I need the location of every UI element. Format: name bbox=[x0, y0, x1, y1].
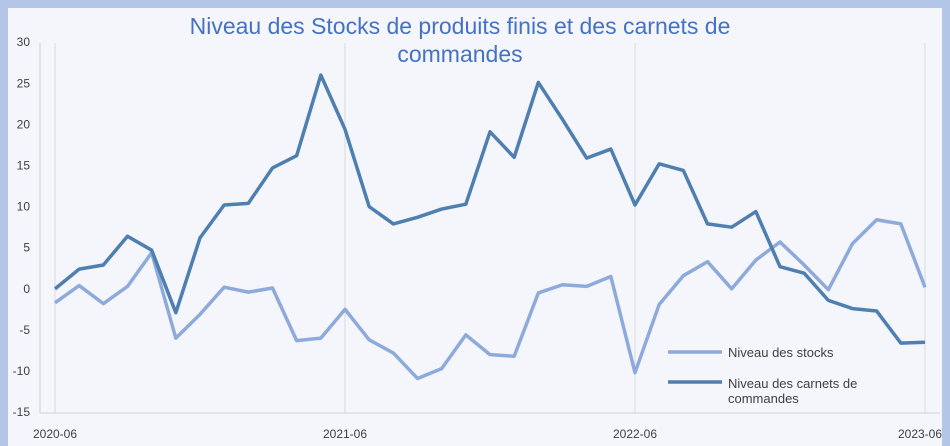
legend-label: Niveau des carnets de commandes bbox=[728, 376, 858, 406]
series-line bbox=[53, 218, 927, 381]
chart-area bbox=[8, 8, 942, 446]
y-tick-label: 25 bbox=[17, 76, 31, 90]
y-tick-label: 5 bbox=[23, 241, 30, 255]
chart-title: Niveau des Stocks de produits finis et d… bbox=[189, 13, 731, 67]
x-tick-label: 2023-06 bbox=[898, 427, 942, 441]
x-tick-label: 2020-06 bbox=[33, 427, 77, 441]
y-tick-label: 20 bbox=[17, 117, 31, 131]
y-tick-label: 0 bbox=[23, 282, 30, 296]
x-tick-label: 2021-06 bbox=[323, 427, 367, 441]
y-tick-label: -15 bbox=[13, 405, 31, 419]
series-line bbox=[53, 73, 926, 345]
y-tick-label: 15 bbox=[17, 159, 31, 173]
legend-label: Niveau des stocks bbox=[728, 345, 834, 360]
y-tick-label: 10 bbox=[17, 200, 31, 214]
y-tick-label: -5 bbox=[19, 323, 30, 337]
y-tick-label: -10 bbox=[13, 364, 31, 378]
x-tick-label: 2022-06 bbox=[613, 427, 657, 441]
y-tick-label: 30 bbox=[17, 35, 31, 49]
